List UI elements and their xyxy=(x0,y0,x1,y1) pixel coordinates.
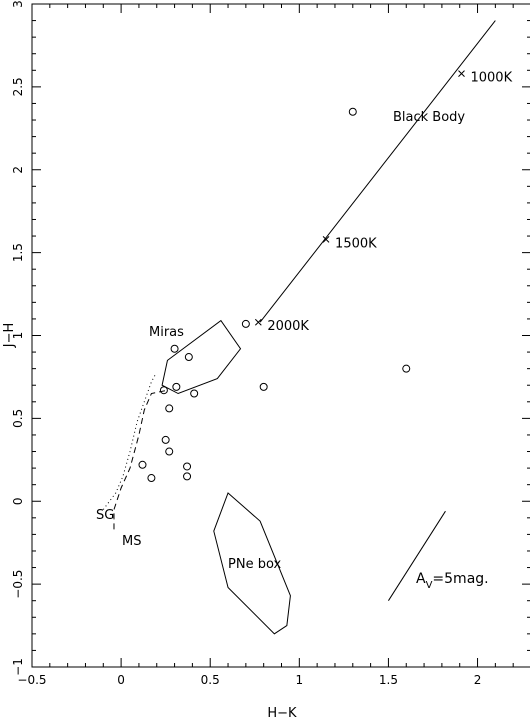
y-tick-label: 0 xyxy=(11,497,25,505)
extinction-vector xyxy=(388,510,446,601)
data-point xyxy=(138,460,147,469)
data-point xyxy=(159,386,168,395)
main-sequence-curve xyxy=(113,389,168,530)
data-point xyxy=(183,472,192,481)
data-point xyxy=(165,447,174,456)
data-point xyxy=(190,389,199,398)
temperature-label: 1000K xyxy=(470,71,512,86)
data-point xyxy=(259,382,268,391)
data-point xyxy=(241,319,250,328)
data-point xyxy=(170,344,179,353)
x-axis-label: H−K xyxy=(267,706,297,721)
data-point xyxy=(161,435,170,444)
sg-label: SG xyxy=(96,508,114,523)
temperature-label: 2000K xyxy=(267,319,309,334)
data-point xyxy=(147,474,156,483)
temperature-marker xyxy=(458,70,465,77)
x-tick-label: 2 xyxy=(474,673,482,687)
temperature-label: 1500K xyxy=(335,236,377,251)
y-tick-label: 0.5 xyxy=(11,409,25,428)
x-tick-label: 1 xyxy=(296,673,304,687)
y-tick-label: 1 xyxy=(11,332,25,340)
data-point xyxy=(183,462,192,471)
miras-region xyxy=(161,319,242,395)
y-tick-label: 1.5 xyxy=(11,243,25,262)
data-point xyxy=(348,107,357,116)
supergiant-curve xyxy=(102,375,156,510)
black-body-line xyxy=(259,20,496,323)
temperature-marker xyxy=(254,318,262,326)
data-point xyxy=(184,353,193,362)
data-point xyxy=(172,382,181,391)
x-tick-label: 0 xyxy=(117,673,125,687)
x-tick-label: 1.5 xyxy=(379,673,398,687)
pne-box-label: PNe box xyxy=(228,557,282,572)
pne-box-region xyxy=(213,492,291,635)
data-point xyxy=(402,364,411,373)
y-tick-label: −1 xyxy=(11,658,25,676)
temperature-marker xyxy=(322,236,330,243)
x-tick-label: −0.5 xyxy=(17,673,46,687)
y-tick-label: 2 xyxy=(11,166,25,174)
extinction-label: AV=5mag. xyxy=(416,571,489,591)
black-body-label: Black Body xyxy=(393,110,465,125)
y-tick-label: 3 xyxy=(11,0,25,8)
y-tick-label: 2.5 xyxy=(11,77,25,96)
y-tick-label: −0.5 xyxy=(11,570,25,599)
y-axis-label: J−H xyxy=(2,323,17,349)
miras-label: Miras xyxy=(149,325,184,340)
ms-label: MS xyxy=(122,534,141,549)
data-point xyxy=(165,404,174,413)
x-tick-label: 0.5 xyxy=(201,673,220,687)
